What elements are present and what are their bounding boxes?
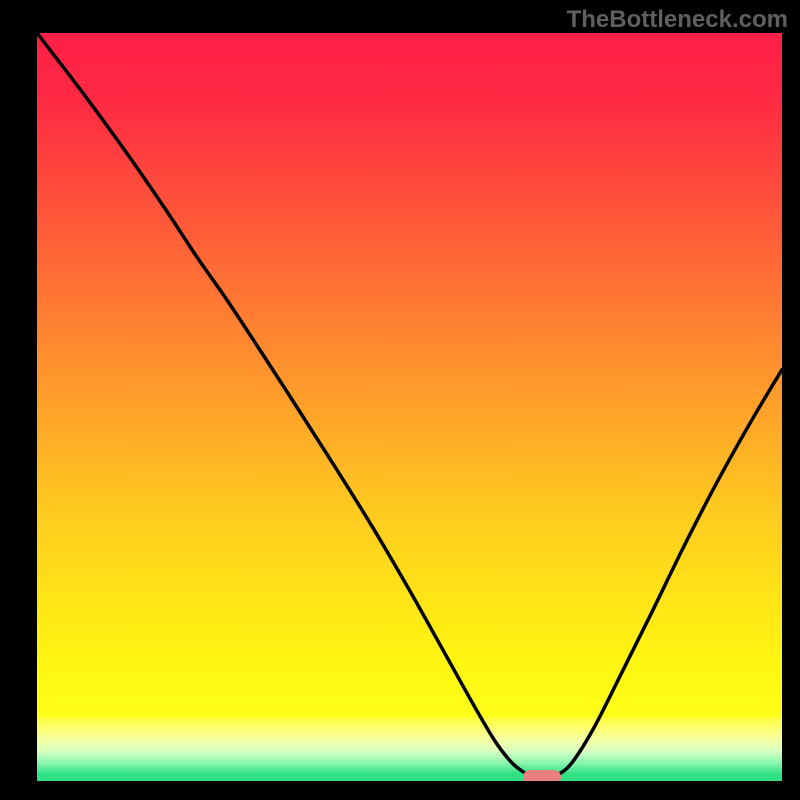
frame-border-right <box>782 0 800 800</box>
bottleneck-marker <box>523 770 561 782</box>
plot-area <box>37 33 782 781</box>
chart-root: { "watermark": { "text": "TheBottleneck.… <box>0 0 800 800</box>
frame-border-bottom <box>0 781 800 800</box>
curve-svg <box>37 33 782 781</box>
frame-border-left <box>0 0 37 800</box>
curve-path <box>37 33 782 777</box>
watermark-text: TheBottleneck.com <box>567 6 788 34</box>
